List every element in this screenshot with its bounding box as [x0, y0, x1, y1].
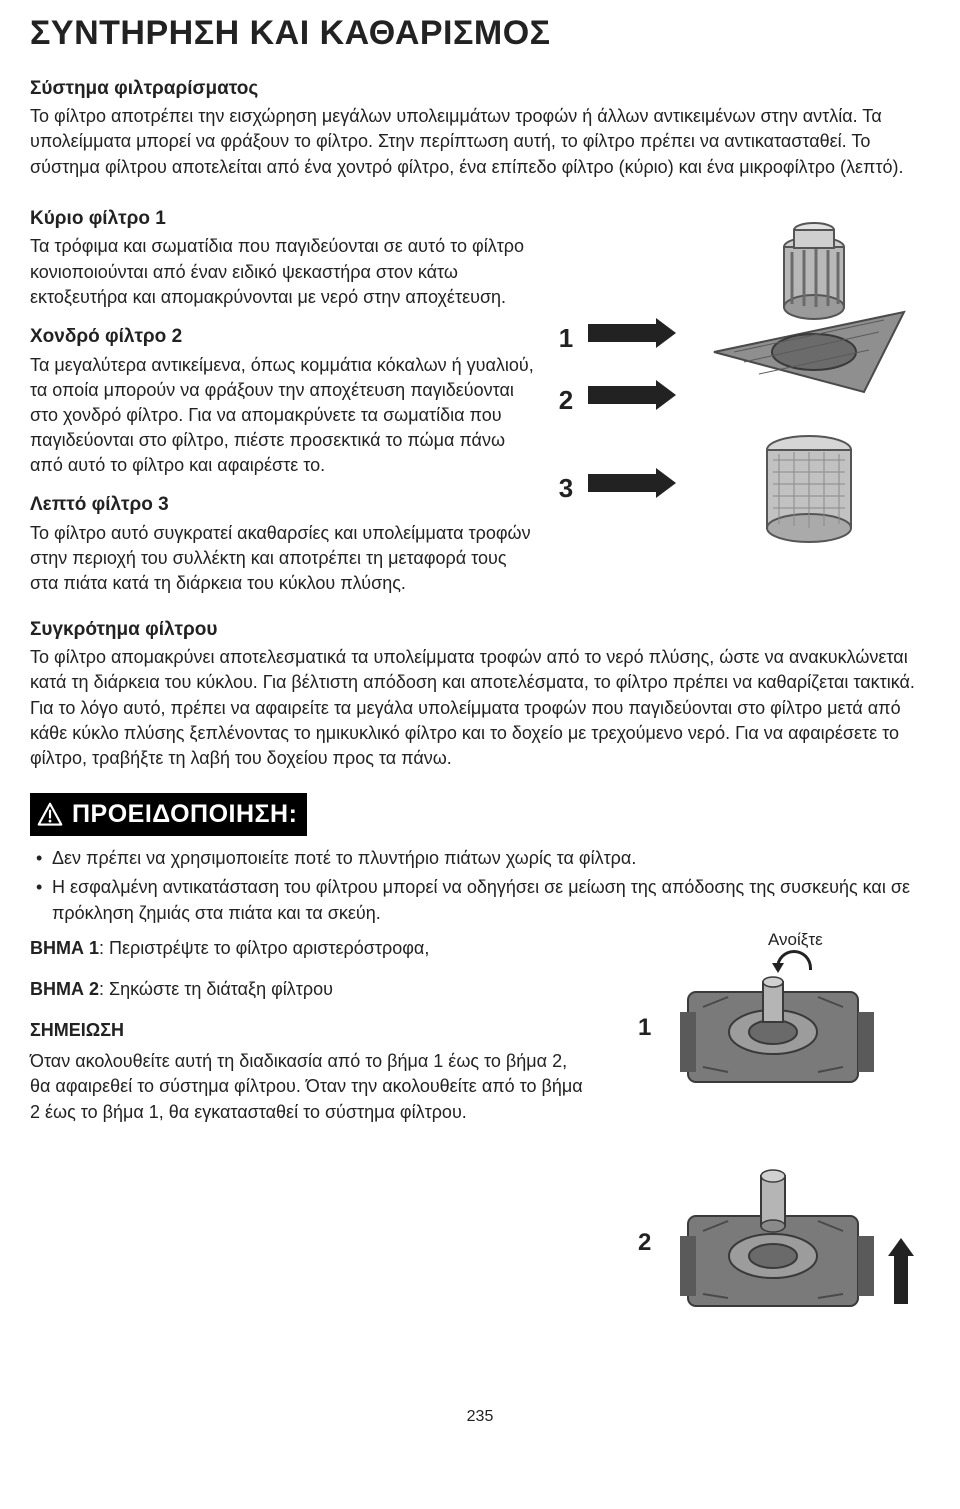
- arrow-icon: [588, 386, 658, 404]
- coarse-filter-paragraph: Τα μεγαλύτερα αντικείμενα, όπως κομμάτια…: [30, 353, 534, 479]
- step-1-label: ΒΗΜΑ 1: [30, 938, 99, 958]
- step-2-text: : Σηκώστε τη διάταξη φίλτρου: [99, 979, 333, 999]
- figure-number-3: 3: [554, 470, 578, 506]
- warning-list: Δεν πρέπει να χρησιμοποιείτε ποτέ το πλυ…: [30, 846, 930, 926]
- steps-text-column: ΒΗΜΑ 1: Περιστρέψτε το φίλτρο αριστερόστ…: [30, 936, 588, 1376]
- figure-number-1: 1: [554, 320, 578, 356]
- page-number: 235: [30, 1406, 930, 1428]
- step-2-label: ΒΗΜΑ 2: [30, 979, 99, 999]
- arrow-icon: [588, 324, 658, 342]
- main-filter-heading: Κύριο φίλτρο 1: [30, 206, 534, 233]
- figure-number-2: 2: [554, 382, 578, 418]
- step2-illustration: [668, 1166, 888, 1316]
- steps-figure-column: Ανοίξτε 1 2: [608, 936, 930, 1376]
- filter-assembly-illustration: [694, 202, 934, 462]
- warning-label: ΠΡΟΕΙΔΟΠΟΙΗΣΗ:: [72, 797, 297, 832]
- filters-text-column: Κύριο φίλτρο 1 Τα τρόφιμα και σωματίδια …: [30, 192, 534, 603]
- assembly-paragraph: Το φίλτρο απομακρύνει αποτελεσματικά τα …: [30, 645, 930, 771]
- step-figure-number-1: 1: [638, 1011, 651, 1045]
- open-label: Ανοίξτε: [768, 928, 823, 952]
- step-1-text: : Περιστρέψτε το φίλτρο αριστερόστροφα,: [99, 938, 429, 958]
- lift-arrow-icon: [894, 1254, 908, 1304]
- fine-filter-illustration: [749, 432, 869, 552]
- main-filter-paragraph: Τα τρόφιμα και σωματίδια που παγιδεύοντα…: [30, 234, 534, 310]
- note-title: ΣΗΜΕΙΩΣΗ: [30, 1018, 588, 1043]
- warning-item: Δεν πρέπει να χρησιμοποιείτε ποτέ το πλυ…: [30, 846, 930, 871]
- warning-item: Η εσφαλμένη αντικατάσταση του φίλτρου μπ…: [30, 875, 930, 925]
- step-2: ΒΗΜΑ 2: Σηκώστε τη διάταξη φίλτρου: [30, 977, 588, 1002]
- warning-icon: [36, 801, 64, 829]
- page-title: ΣΥΝΤΗΡΗΣΗ ΚΑΙ ΚΑΘΑΡΙΣΜΟΣ: [30, 10, 930, 58]
- fine-filter-heading: Λεπτό φίλτρο 3: [30, 492, 534, 519]
- warning-banner: ΠΡΟΕΙΔΟΠΟΙΗΣΗ:: [30, 793, 307, 836]
- intro-paragraph: Το φίλτρο αποτρέπει την εισχώρηση μεγάλω…: [30, 104, 930, 180]
- step-1: ΒΗΜΑ 1: Περιστρέψτε το φίλτρο αριστερόστ…: [30, 936, 588, 961]
- step-figure-number-2: 2: [638, 1226, 651, 1260]
- arrow-icon: [588, 474, 658, 492]
- assembly-heading: Συγκρότημα φίλτρου: [30, 617, 930, 644]
- coarse-filter-heading: Χονδρό φίλτρο 2: [30, 324, 534, 351]
- fine-filter-paragraph: Το φίλτρο αυτό συγκρατεί ακαθαρσίες και …: [30, 521, 534, 597]
- intro-heading: Σύστημα φιλτραρίσματος: [30, 76, 930, 103]
- note-paragraph: Όταν ακολουθείτε αυτή τη διαδικασία από …: [30, 1049, 588, 1125]
- step1-illustration: [668, 952, 888, 1102]
- filters-figure-column: 1 2 3: [554, 192, 930, 603]
